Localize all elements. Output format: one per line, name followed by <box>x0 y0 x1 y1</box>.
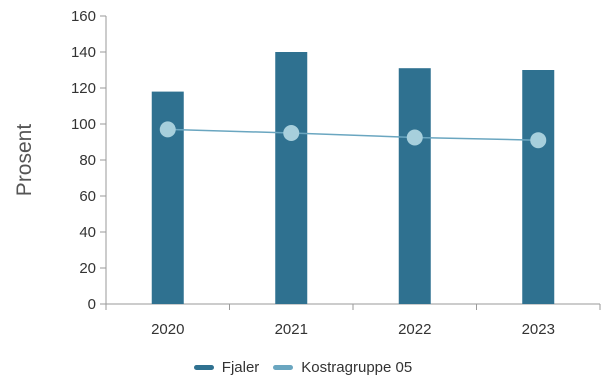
x-axis: 2020 2021 2022 2023 <box>105 303 601 338</box>
x-tick-label: 2023 <box>522 321 555 338</box>
x-tick-label: 2022 <box>398 321 431 338</box>
y-tick-label: 160 <box>71 8 96 25</box>
legend-label-kostragruppe: Kostragruppe 05 <box>301 358 413 376</box>
x-tick-label: 2021 <box>275 321 308 338</box>
y-tick-label: 20 <box>79 260 96 277</box>
y-tick-label: 0 <box>88 296 96 313</box>
y-tick-label: 100 <box>71 116 96 133</box>
y-tick-label: 40 <box>79 224 96 241</box>
y-tick-label: 140 <box>71 44 96 61</box>
legend-item-kostragruppe[interactable]: Kostragruppe 05 <box>273 359 412 376</box>
y-tick-label: 60 <box>79 188 96 205</box>
bar <box>275 52 308 304</box>
y-axis-title: Prosent <box>13 124 36 197</box>
legend-swatch-fjaler <box>193 364 214 370</box>
line-series-kostragruppe <box>159 121 547 149</box>
line-point <box>530 132 547 149</box>
bar-series-fjaler <box>151 52 555 304</box>
line-point <box>159 121 176 138</box>
y-tick-label: 80 <box>79 152 96 169</box>
legend: Fjaler Kostragruppe 05 <box>0 356 606 378</box>
legend-label-fjaler: Fjaler <box>221 358 260 376</box>
series-line <box>167 128 539 141</box>
legend-swatch-kostragruppe <box>273 364 294 370</box>
y-axis-ticks: 0 20 40 60 80 100 120 140 160 <box>71 8 107 313</box>
bar <box>398 68 431 304</box>
bar <box>522 70 555 304</box>
chart-area: 0 20 40 60 80 100 120 140 160 2020 2021 2022 2023 P… <box>13 8 601 338</box>
legend-item-fjaler[interactable]: Fjaler <box>193 358 260 376</box>
line-point <box>283 125 300 141</box>
x-tick-label: 2020 <box>151 321 184 338</box>
y-tick-label: 120 <box>71 80 96 97</box>
line-point <box>406 129 423 146</box>
